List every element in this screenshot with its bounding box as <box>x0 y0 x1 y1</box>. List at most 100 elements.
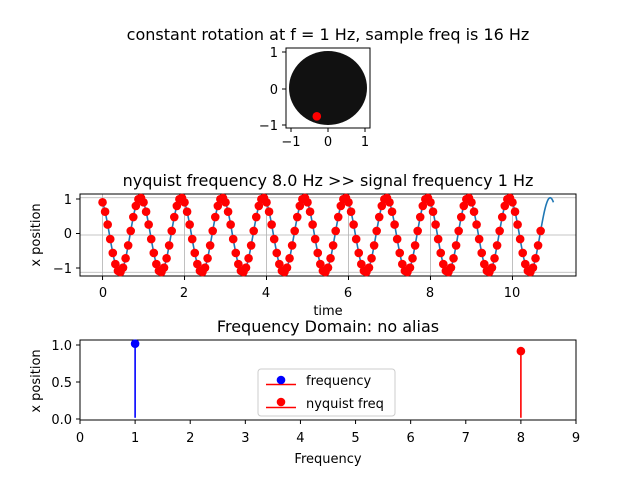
sample-marker <box>128 212 138 222</box>
sample-marker <box>287 241 297 250</box>
sample-marker <box>387 207 397 216</box>
sample-marker <box>221 198 230 207</box>
sample-marker <box>246 241 256 250</box>
frequency-y-tick-label: 1.0 <box>51 339 72 354</box>
frequency-plot-frame <box>79 339 577 421</box>
time-x-tick-label: 10 <box>504 286 521 301</box>
frequency-x-axis: 0 1 2 3 4 5 6 7 8 9 Frequency <box>76 420 580 467</box>
sample-marker <box>208 226 218 236</box>
sample-marker <box>262 198 271 207</box>
sample-marker <box>469 207 479 216</box>
frequency-x-tick-label: 3 <box>241 431 249 446</box>
sample-marker <box>267 220 276 229</box>
rotating-sample-point <box>312 112 322 121</box>
sample-marker <box>357 259 366 269</box>
time-y-tick-label: 1 <box>64 193 72 208</box>
sample-marker <box>103 220 112 229</box>
sample-marker <box>111 259 120 269</box>
time-plot-frame <box>79 193 577 277</box>
rotation-y-tick-label: −1 <box>259 119 278 134</box>
sample-marker <box>275 259 284 269</box>
sample-marker <box>367 254 376 263</box>
sample-marker <box>190 248 200 258</box>
sample-marker <box>295 201 305 211</box>
sample-marker <box>369 241 379 250</box>
rotation-disk <box>289 51 367 125</box>
sample-marker <box>244 254 253 263</box>
sample-marker <box>121 254 130 263</box>
sample-marker <box>187 234 197 244</box>
time-x-tick-label: 4 <box>262 286 270 301</box>
legend-nyquist-swatch-marker <box>276 397 286 407</box>
sample-marker <box>172 201 182 211</box>
frequency-x-axis-label: Frequency <box>294 452 361 467</box>
sample-marker <box>264 207 274 216</box>
sample-marker <box>200 263 210 272</box>
sample-marker <box>182 207 192 216</box>
time-y-tick-label: 0 <box>64 227 72 242</box>
sample-marker <box>249 226 259 236</box>
sample-marker <box>313 248 323 258</box>
sample-marker <box>533 241 543 250</box>
frequency-x-tick-label: 0 <box>76 431 84 446</box>
sample-marker <box>408 254 417 263</box>
sample-marker <box>100 207 110 216</box>
sample-marker <box>456 212 466 222</box>
frequency-legend: frequency nyquist freq <box>257 368 396 417</box>
sample-marker <box>436 248 446 258</box>
sample-marker <box>141 207 151 216</box>
rotation-subplot: constant rotation at f = 1 Hz, sample fr… <box>127 25 530 150</box>
rotation-y-tick-label: 0 <box>270 83 278 98</box>
sample-marker <box>231 248 241 258</box>
sample-marker <box>354 248 364 258</box>
sample-marker <box>269 234 279 244</box>
legend-nyquist-label: nyquist freq <box>306 397 384 412</box>
sample-marker <box>251 212 261 222</box>
sample-marker <box>205 241 215 250</box>
frequency-y-tick-label: 0.0 <box>51 413 72 428</box>
sample-marker <box>446 263 456 272</box>
sample-marker <box>308 220 317 229</box>
sample-marker <box>126 226 136 236</box>
time-y-tick-label: −1 <box>53 262 72 277</box>
sample-marker <box>346 207 356 216</box>
rotation-y-tick-label: 1 <box>270 46 278 61</box>
sample-marker <box>285 254 294 263</box>
frequency-x-tick-label: 9 <box>572 431 580 446</box>
sample-marker <box>438 259 448 269</box>
sample-marker <box>500 201 510 211</box>
sample-marker <box>390 220 399 229</box>
sample-marker <box>234 259 243 269</box>
sample-marker <box>162 254 171 263</box>
sample-marker <box>492 241 502 250</box>
sample-marker <box>146 234 156 244</box>
sample-marker <box>510 207 520 216</box>
sample-marker <box>139 198 148 207</box>
sample-marker <box>410 241 420 250</box>
sample-marker <box>528 263 538 272</box>
sample-marker <box>372 226 381 236</box>
sample-marker <box>428 207 438 216</box>
sample-marker <box>415 212 425 222</box>
time-x-tick-label: 6 <box>344 286 352 301</box>
legend-frequency-label: frequency <box>306 374 372 389</box>
sample-marker <box>518 248 528 258</box>
sample-marker <box>203 254 212 263</box>
sample-marker <box>169 212 179 222</box>
sample-marker <box>272 248 282 258</box>
sample-marker <box>149 248 159 258</box>
sample-marker <box>477 248 487 258</box>
time-x-axis: 0 2 4 6 8 10 time <box>99 276 520 319</box>
sample-marker <box>515 234 525 244</box>
sample-marker <box>223 207 233 216</box>
sample-marker <box>118 263 128 272</box>
sample-marker <box>303 198 312 207</box>
sample-marker <box>254 201 264 211</box>
frequency-y-axis-label: x position <box>29 349 44 412</box>
frequency-domain-title: Frequency Domain: no alias <box>217 317 439 336</box>
time-y-axis-label: x position <box>29 203 44 266</box>
sample-marker <box>487 263 497 272</box>
sample-marker <box>397 259 407 269</box>
sample-marker <box>472 220 481 229</box>
sample-marker <box>474 234 484 244</box>
